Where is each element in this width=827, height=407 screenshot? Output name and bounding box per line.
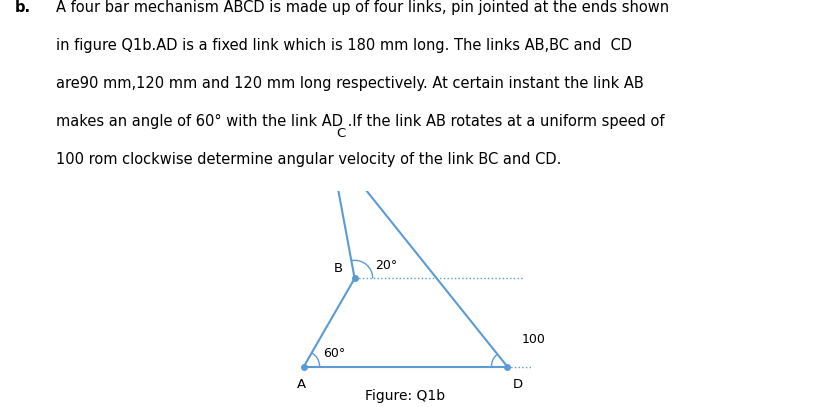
Text: are90 mm,120 mm and 120 mm long respectively. At certain instant the link AB: are90 mm,120 mm and 120 mm long respecti… [56, 76, 643, 91]
Text: in figure Q1b.AD is a fixed link which is 180 mm long. The links AB,BC and  CD: in figure Q1b.AD is a fixed link which i… [56, 38, 632, 53]
Text: B: B [334, 262, 343, 275]
Text: A: A [297, 378, 306, 391]
Text: Figure: Q1b: Figure: Q1b [365, 389, 445, 403]
Text: makes an angle of 60° with the link AD .If the link AB rotates at a uniform spee: makes an angle of 60° with the link AD .… [56, 114, 664, 129]
Text: C: C [337, 127, 346, 140]
Text: 20°: 20° [375, 258, 397, 271]
Text: 100 rom clockwise determine angular velocity of the link BC and CD.: 100 rom clockwise determine angular velo… [56, 152, 561, 167]
Text: b.: b. [15, 0, 31, 15]
Text: A four bar mechanism ABCD is made up of four links, pin jointed at the ends show: A four bar mechanism ABCD is made up of … [56, 0, 668, 15]
Text: D: D [512, 378, 523, 391]
Text: 60°: 60° [323, 347, 345, 360]
Text: 100: 100 [521, 333, 545, 346]
